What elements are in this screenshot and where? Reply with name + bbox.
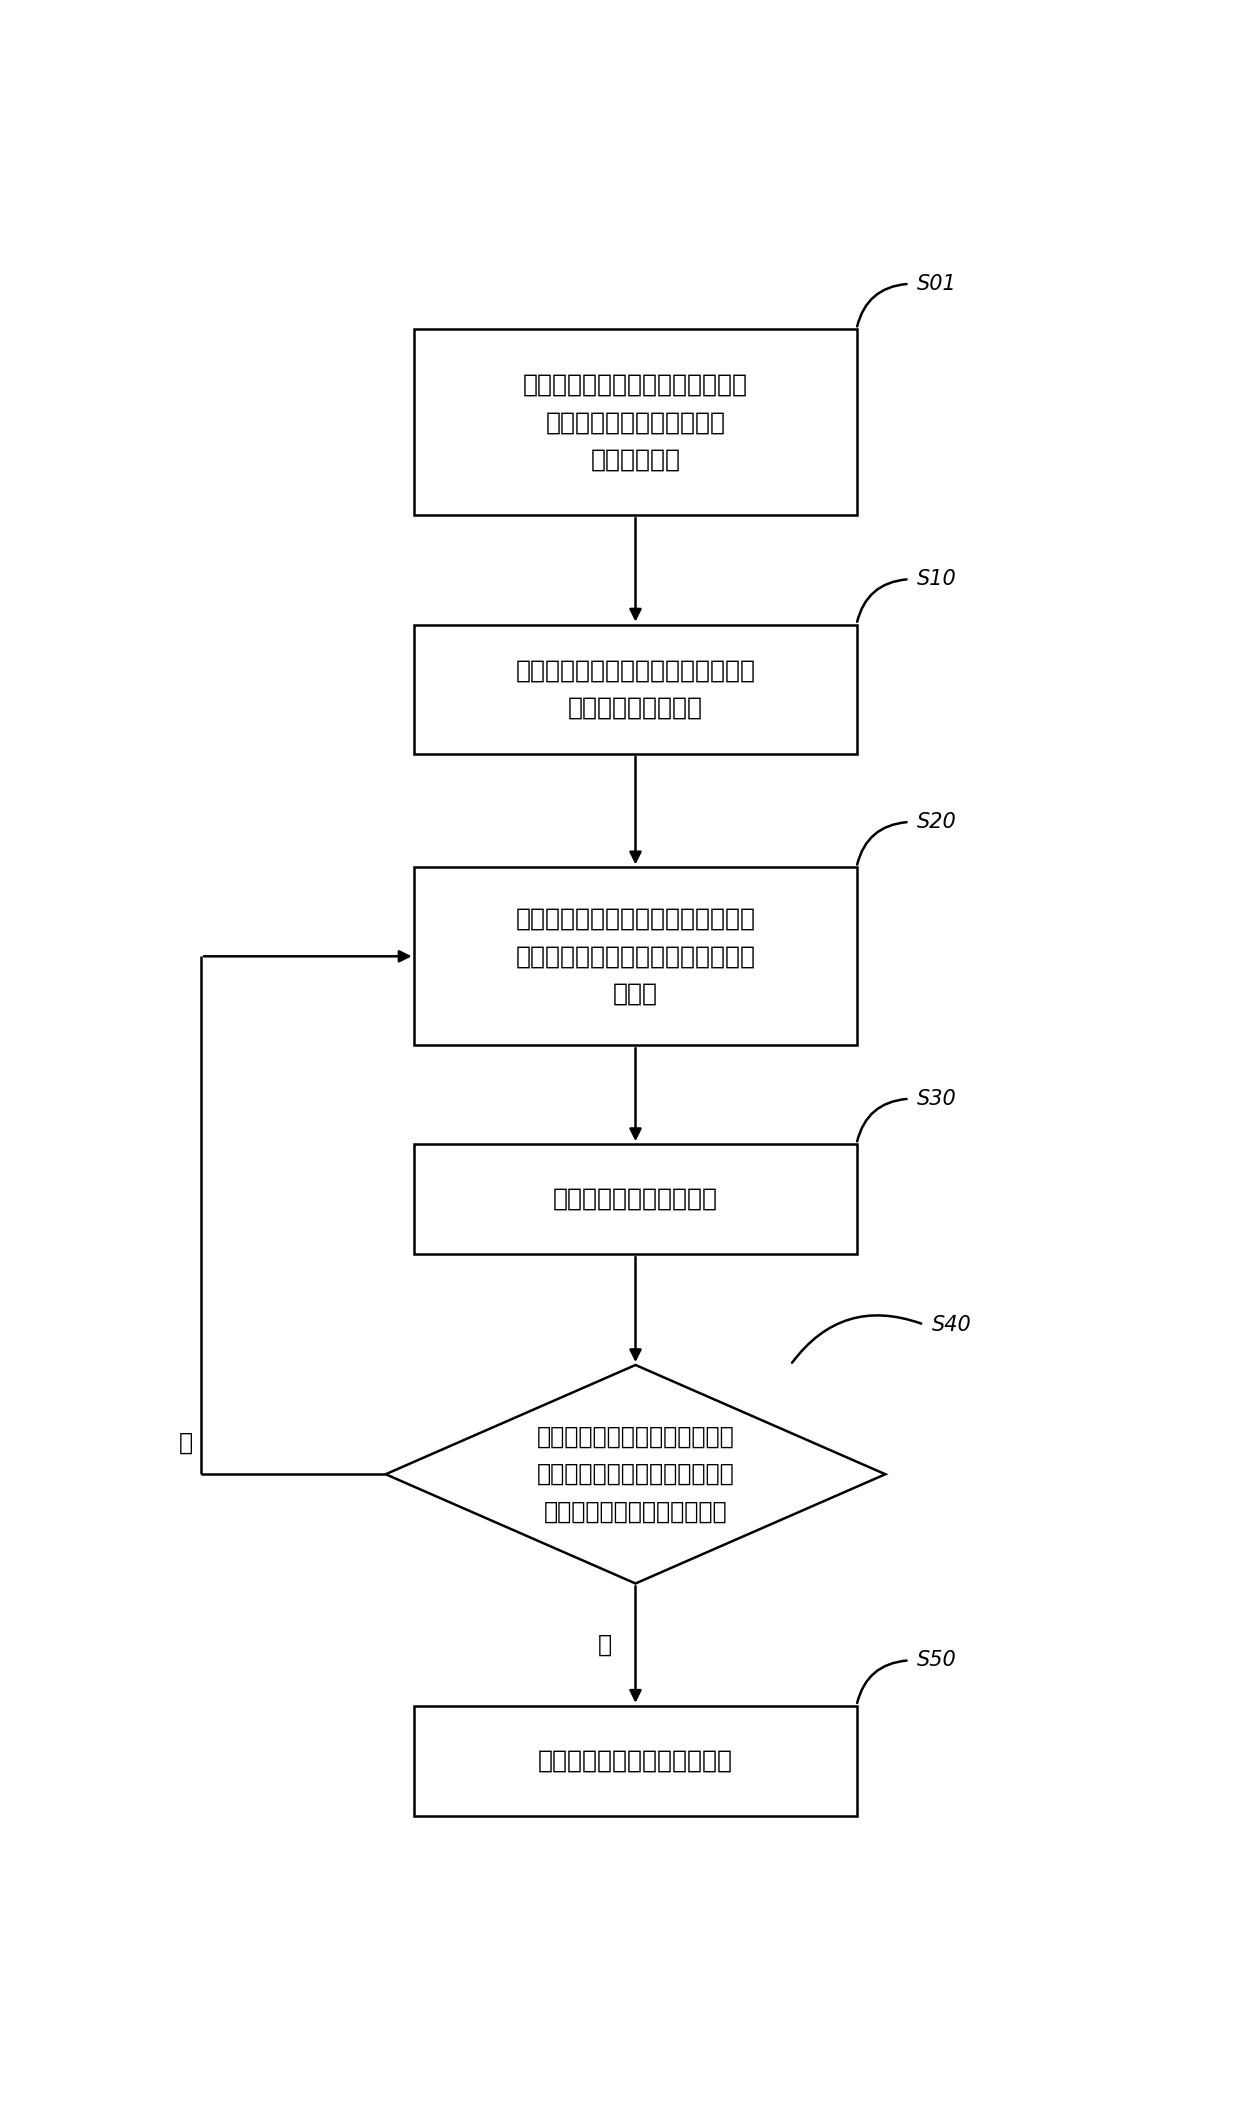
Text: 再次获取排放烟气中氮氧化物、
可燃性气体以及助燃剂的比例，
判断氮氧化物的比例是否升高: 再次获取排放烟气中氮氧化物、 可燃性气体以及助燃剂的比例， 判断氮氧化物的比例是… — [537, 1425, 734, 1524]
Polygon shape — [386, 1364, 885, 1583]
Text: S50: S50 — [918, 1650, 957, 1671]
Text: S30: S30 — [918, 1089, 957, 1108]
Text: 是: 是 — [598, 1633, 611, 1656]
Bar — [414, 868, 857, 1045]
Text: 调节调整对象的进气速度: 调节调整对象的进气速度 — [553, 1188, 718, 1211]
Text: 获取排放烟气中氮氧化物、可燃性气
体以及助燃剂的比例: 获取排放烟气中氮氧化物、可燃性气 体以及助燃剂的比例 — [516, 658, 755, 719]
Text: S10: S10 — [918, 570, 957, 589]
Bar — [414, 330, 857, 515]
Text: 否: 否 — [180, 1431, 193, 1455]
Text: 根据可燃性气体和助燃剂的类型，
计算可燃性气体和助燃剂的
理论最佳比例: 根据可燃性气体和助燃剂的类型， 计算可燃性气体和助燃剂的 理论最佳比例 — [523, 372, 748, 471]
Text: S01: S01 — [918, 273, 957, 294]
Bar — [414, 624, 857, 755]
Text: 根据可燃性气体与助燃剂的理论最佳
比例，判断调整对象为可燃性气体或
助燃剂: 根据可燃性气体与助燃剂的理论最佳 比例，判断调整对象为可燃性气体或 助燃剂 — [516, 906, 755, 1005]
Text: 停止调节调整对象的进气速度: 停止调节调整对象的进气速度 — [538, 1749, 733, 1772]
Bar — [414, 1143, 857, 1255]
Bar — [414, 1705, 857, 1816]
Text: S40: S40 — [931, 1314, 971, 1335]
Text: S20: S20 — [918, 811, 957, 832]
